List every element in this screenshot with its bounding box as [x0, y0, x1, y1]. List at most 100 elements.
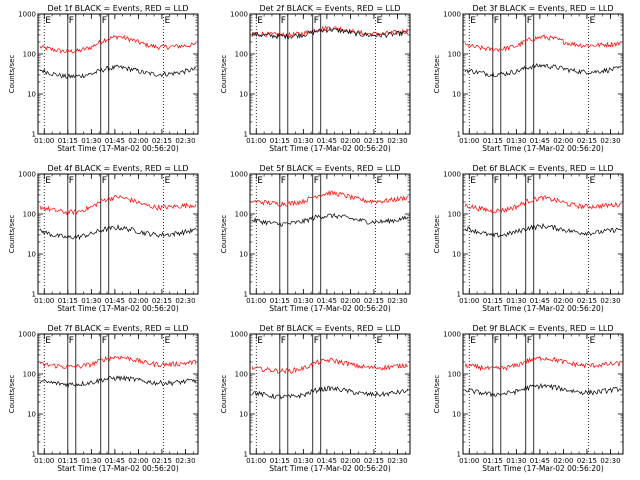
y-tick-label: 1: [457, 291, 461, 299]
chart-panel: Det 5f BLACK = Events, RED = LLD 1 10 100 10…: [220, 164, 411, 313]
marker-label: F: [494, 336, 499, 346]
x-tick-label: 02:30: [387, 297, 407, 305]
x-axis-label: Start Time (17-Mar-02 00:56:20): [57, 304, 179, 313]
chart-panel: Det 9f BLACK = Events, RED = LLD 1 10 100 10…: [433, 324, 624, 473]
chart-panel: Det 7f BLACK = Events, RED = LLD 1 10 100 10…: [8, 324, 199, 473]
y-axis-label: Counts/sec: [8, 375, 16, 414]
x-tick-label: 01:00: [246, 137, 266, 145]
x-axis-label: Start Time (17-Mar-02 00:56:20): [482, 144, 604, 153]
y-tick-label: 1: [244, 291, 248, 299]
x-tick-label: 02:15: [364, 457, 384, 465]
marker-label: F: [102, 336, 107, 346]
y-tick-label: 1000: [18, 331, 36, 339]
series-line: [39, 64, 197, 79]
x-axis-label: Start Time (17-Mar-02 00:56:20): [482, 464, 604, 473]
x-axis-label: Start Time (17-Mar-02 00:56:20): [269, 144, 391, 153]
series-line: [464, 222, 622, 238]
x-tick-label: 01:15: [270, 297, 290, 305]
series-line: [464, 383, 622, 398]
y-tick-label: 1: [32, 291, 36, 299]
x-tick-label: 02:15: [364, 297, 384, 305]
series-line: [251, 357, 409, 374]
x-tick-label: 02:15: [577, 137, 597, 145]
marker-label: F: [69, 336, 74, 346]
marker-label: F: [494, 176, 499, 186]
marker-label: E: [45, 176, 51, 186]
x-tick-label: 01:30: [506, 137, 526, 145]
y-tick-label: 1: [244, 451, 248, 459]
y-tick-label: 1000: [230, 11, 248, 19]
series-line: [464, 62, 622, 78]
x-tick-label: 01:00: [34, 297, 54, 305]
y-tick-label: 10: [27, 91, 36, 99]
marker-label: F: [281, 336, 286, 346]
y-tick-label: 1: [457, 451, 461, 459]
y-tick-label: 1: [457, 131, 461, 139]
y-tick-label: 10: [452, 411, 461, 419]
chart-title: Det 7f BLACK = Events, RED = LLD: [47, 324, 188, 333]
x-tick-label: 01:45: [317, 137, 337, 145]
y-axis-label: Counts/sec: [433, 215, 441, 254]
x-tick-label: 02:00: [340, 137, 360, 145]
x-tick-label: 01:15: [270, 457, 290, 465]
series-line: [464, 34, 622, 53]
x-axis-label: Start Time (17-Mar-02 00:56:20): [482, 304, 604, 313]
y-tick-label: 1000: [230, 331, 248, 339]
y-axis-label: Counts/sec: [220, 55, 228, 94]
series-line: [464, 195, 622, 214]
y-axis-label: Counts/sec: [433, 375, 441, 414]
marker-label: F: [69, 176, 74, 186]
series-line: [39, 224, 197, 241]
y-tick-label: 10: [27, 251, 36, 259]
y-tick-label: 10: [452, 251, 461, 259]
series-line: [251, 212, 409, 227]
y-tick-label: 1000: [230, 171, 248, 179]
y-tick-label: 1000: [18, 11, 36, 19]
chart-title: Det 6f BLACK = Events, RED = LLD: [472, 164, 613, 173]
marker-label: E: [589, 336, 595, 346]
x-tick-label: 02:15: [152, 457, 172, 465]
series-line: [251, 385, 409, 400]
marker-label: E: [470, 16, 476, 26]
x-tick-label: 01:00: [34, 137, 54, 145]
x-tick-label: 01:15: [483, 457, 503, 465]
x-tick-label: 02:00: [128, 297, 148, 305]
x-tick-label: 01:30: [293, 137, 313, 145]
x-tick-label: 01:45: [530, 137, 550, 145]
x-tick-label: 01:00: [34, 457, 54, 465]
x-tick-label: 02:30: [600, 137, 620, 145]
marker-label: E: [257, 336, 263, 346]
marker-label: F: [281, 16, 286, 26]
y-tick-label: 100: [23, 371, 36, 379]
chart-panel: Det 4f BLACK = Events, RED = LLD 1 10 100 10…: [8, 164, 199, 313]
x-tick-label: 02:15: [577, 297, 597, 305]
marker-label: E: [470, 336, 476, 346]
y-tick-label: 100: [235, 211, 248, 219]
x-tick-label: 01:15: [483, 137, 503, 145]
x-tick-label: 01:45: [317, 457, 337, 465]
x-tick-label: 01:30: [293, 297, 313, 305]
x-tick-label: 02:00: [553, 297, 573, 305]
y-tick-label: 100: [235, 371, 248, 379]
marker-label: F: [527, 16, 532, 26]
y-tick-label: 10: [239, 91, 248, 99]
y-tick-label: 1000: [443, 11, 461, 19]
x-tick-label: 02:30: [387, 137, 407, 145]
y-tick-label: 10: [239, 251, 248, 259]
x-tick-label: 01:30: [81, 137, 101, 145]
x-axis-label: Start Time (17-Mar-02 00:56:20): [269, 304, 391, 313]
marker-label: F: [102, 176, 107, 186]
marker-label: E: [257, 16, 263, 26]
y-axis-label: Counts/sec: [433, 55, 441, 94]
marker-label: E: [376, 16, 382, 26]
x-tick-label: 02:00: [340, 297, 360, 305]
x-axis-label: Start Time (17-Mar-02 00:56:20): [57, 464, 179, 473]
x-tick-label: 02:30: [175, 457, 195, 465]
y-tick-label: 1: [32, 131, 36, 139]
chart-title: Det 9f BLACK = Events, RED = LLD: [472, 324, 613, 333]
marker-label: F: [527, 336, 532, 346]
marker-label: E: [164, 336, 170, 346]
x-tick-label: 02:00: [128, 137, 148, 145]
x-tick-label: 02:15: [152, 137, 172, 145]
x-axis-label: Start Time (17-Mar-02 00:56:20): [269, 464, 391, 473]
